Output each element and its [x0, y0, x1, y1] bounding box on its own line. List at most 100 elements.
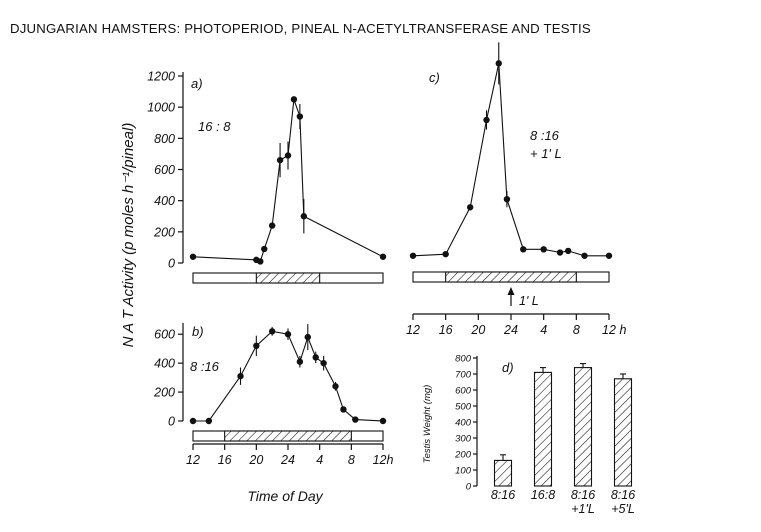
data-point	[284, 331, 292, 338]
panel-d: d) Testis Weight (mg) 0 100 200 300 400 500 60…	[422, 354, 635, 517]
y-tick-label: 800	[455, 354, 472, 365]
data-point	[605, 252, 613, 259]
data-point	[189, 417, 197, 425]
x-tick-label: 16	[218, 453, 232, 467]
panel-c-condition-line1: 8 :16	[530, 128, 560, 143]
panel-c-light-pulse: 1' L	[507, 287, 539, 308]
panel-b-xaxis: 12 16 20 24 4 8 12h	[186, 443, 394, 467]
x-tick-label: 20	[248, 453, 263, 467]
data-point	[503, 195, 511, 203]
x-tick-label: 24	[280, 453, 295, 467]
category-label: 16:8	[531, 488, 555, 502]
y-tick-label: 200	[153, 386, 175, 400]
panel-a: a) 16 : 8 0 200 400 600 800 1000 1200	[147, 70, 387, 284]
y-tick-label: 500	[455, 402, 472, 413]
data-point	[564, 247, 572, 255]
data-point	[495, 60, 502, 67]
data-point	[268, 328, 276, 335]
light-pulse-label: 1' L	[519, 294, 539, 308]
data-point	[556, 249, 564, 256]
y-tick-label: 600	[455, 386, 472, 397]
category-label: 8:16	[571, 488, 595, 502]
data-point	[257, 258, 264, 265]
data-point	[304, 333, 311, 341]
data-point	[290, 96, 298, 103]
dark-period-bar	[224, 430, 352, 442]
panel-b-series	[189, 324, 387, 425]
panel-a-yaxis: 0 200 400 600 800 1000 1200	[147, 70, 184, 271]
x-tick-label: 12	[602, 323, 616, 337]
panel-d-bars	[493, 363, 633, 487]
dark-period-bar	[255, 272, 321, 284]
panel-b-label: b)	[192, 324, 204, 339]
testis-weight-bar	[533, 371, 553, 487]
y-tick-label: 600	[154, 328, 175, 342]
panel-c-xaxis: 12 16 20 24 4 8 12 h	[406, 313, 627, 337]
y-tick-label: 600	[154, 163, 175, 177]
dark-period-bar	[445, 271, 577, 283]
data-point	[253, 342, 260, 349]
testis-weight-bar	[573, 367, 593, 487]
data-line	[412, 63, 609, 257]
x-tick-label: 8	[573, 323, 580, 337]
x-tick-label: 4	[316, 453, 323, 467]
data-point	[312, 354, 319, 361]
data-point	[237, 372, 244, 380]
y-tick-label: 100	[455, 466, 472, 477]
data-point	[442, 250, 449, 258]
panel-a-label: a)	[191, 76, 203, 91]
data-point	[581, 252, 588, 259]
data-point	[284, 152, 292, 159]
nat-activity-ylabel: N A T Activity (p moles h⁻¹/pineal)	[120, 123, 137, 348]
panel-b-condition: 8 :16	[190, 359, 220, 374]
data-point	[340, 406, 347, 413]
x-tick-label: 4	[540, 323, 547, 337]
panel-d-yaxis: 0 100 200 300 400 500 600 700 800	[454, 354, 478, 493]
data-point	[466, 204, 474, 211]
panel-b-yaxis: 0 200 400 600	[153, 323, 184, 429]
data-point	[296, 113, 304, 120]
y-tick-label: 400	[154, 357, 175, 371]
panel-d-categories: 8:16 16:8 8:16+1'L8:16+5'L	[491, 488, 635, 516]
data-point	[189, 253, 197, 260]
data-point	[352, 416, 359, 423]
data-point	[379, 417, 387, 425]
testis-weight-bar	[493, 459, 513, 487]
panel-b-light-bar	[192, 430, 384, 442]
testis-weight-bar	[613, 378, 633, 487]
testis-weight-ylabel: Testis Weight (mg)	[422, 385, 433, 464]
time-of-day-xlabel: Time of Day	[247, 488, 323, 504]
y-tick-label: 200	[153, 225, 175, 239]
data-point	[296, 358, 304, 365]
panel-c-series	[409, 42, 613, 259]
x-tick-label: 12h	[373, 453, 394, 467]
x-tick-label: 20	[470, 323, 485, 337]
panel-a-light-bar	[192, 272, 384, 284]
data-line	[193, 330, 384, 422]
data-point	[320, 359, 327, 367]
category-sublabel: +5'L	[611, 502, 635, 516]
data-point	[332, 383, 339, 390]
y-tick-label: 0	[466, 482, 472, 493]
panel-c-condition-line2: + 1' L	[530, 146, 562, 161]
data-point	[540, 246, 547, 253]
category-label: 8:16	[491, 488, 515, 502]
y-tick-label: 1200	[147, 70, 175, 84]
x-tick-label: 12	[186, 453, 200, 467]
arrow-up-icon	[507, 287, 515, 295]
data-point	[276, 156, 284, 164]
x-tick-label: 16	[439, 323, 453, 337]
data-point	[379, 253, 387, 260]
data-point	[409, 252, 417, 259]
data-point	[483, 116, 490, 124]
y-tick-label: 800	[154, 132, 175, 146]
y-tick-label: 400	[154, 194, 175, 208]
panel-a-series	[189, 96, 387, 265]
category-sublabel: +1'L	[571, 502, 595, 516]
figure-title: DJUNGARIAN HAMSTERS: PHOTOPERIOD, PINEAL…	[10, 21, 591, 36]
x-tick-label: 12	[406, 323, 420, 337]
panel-a-condition: 16 : 8	[198, 119, 231, 134]
x-tick-label: h	[620, 323, 627, 337]
data-point	[520, 246, 527, 253]
